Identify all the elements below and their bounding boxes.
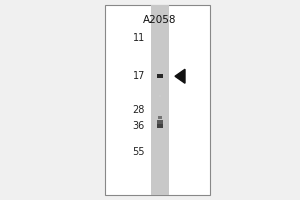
Bar — [105, 5, 210, 195]
Text: A2058: A2058 — [143, 15, 177, 25]
Bar — [151, 5, 169, 195]
Bar — [157, 74, 163, 78]
Text: 55: 55 — [133, 147, 145, 157]
Text: 36: 36 — [133, 121, 145, 131]
Text: 11: 11 — [133, 33, 145, 43]
Text: 17: 17 — [133, 71, 145, 81]
Polygon shape — [175, 69, 185, 83]
Bar — [157, 124, 163, 128]
Bar — [158, 120, 163, 124]
Bar — [158, 116, 162, 119]
Bar — [159, 95, 161, 97]
Text: 28: 28 — [133, 105, 145, 115]
